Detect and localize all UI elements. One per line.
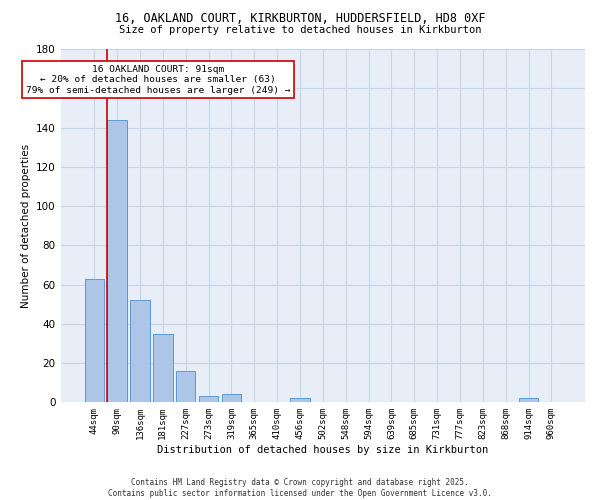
Bar — [199, 396, 218, 402]
Bar — [153, 334, 173, 402]
Y-axis label: Number of detached properties: Number of detached properties — [20, 144, 31, 308]
Text: 16 OAKLAND COURT: 91sqm
← 20% of detached houses are smaller (63)
79% of semi-de: 16 OAKLAND COURT: 91sqm ← 20% of detache… — [26, 64, 290, 94]
Bar — [519, 398, 538, 402]
Text: Contains HM Land Registry data © Crown copyright and database right 2025.
Contai: Contains HM Land Registry data © Crown c… — [108, 478, 492, 498]
Text: Size of property relative to detached houses in Kirkburton: Size of property relative to detached ho… — [119, 25, 481, 35]
Bar — [130, 300, 150, 402]
Bar — [222, 394, 241, 402]
X-axis label: Distribution of detached houses by size in Kirkburton: Distribution of detached houses by size … — [157, 445, 488, 455]
Bar — [290, 398, 310, 402]
Bar — [85, 278, 104, 402]
Bar — [176, 371, 196, 402]
Text: 16, OAKLAND COURT, KIRKBURTON, HUDDERSFIELD, HD8 0XF: 16, OAKLAND COURT, KIRKBURTON, HUDDERSFI… — [115, 12, 485, 26]
Bar — [107, 120, 127, 403]
